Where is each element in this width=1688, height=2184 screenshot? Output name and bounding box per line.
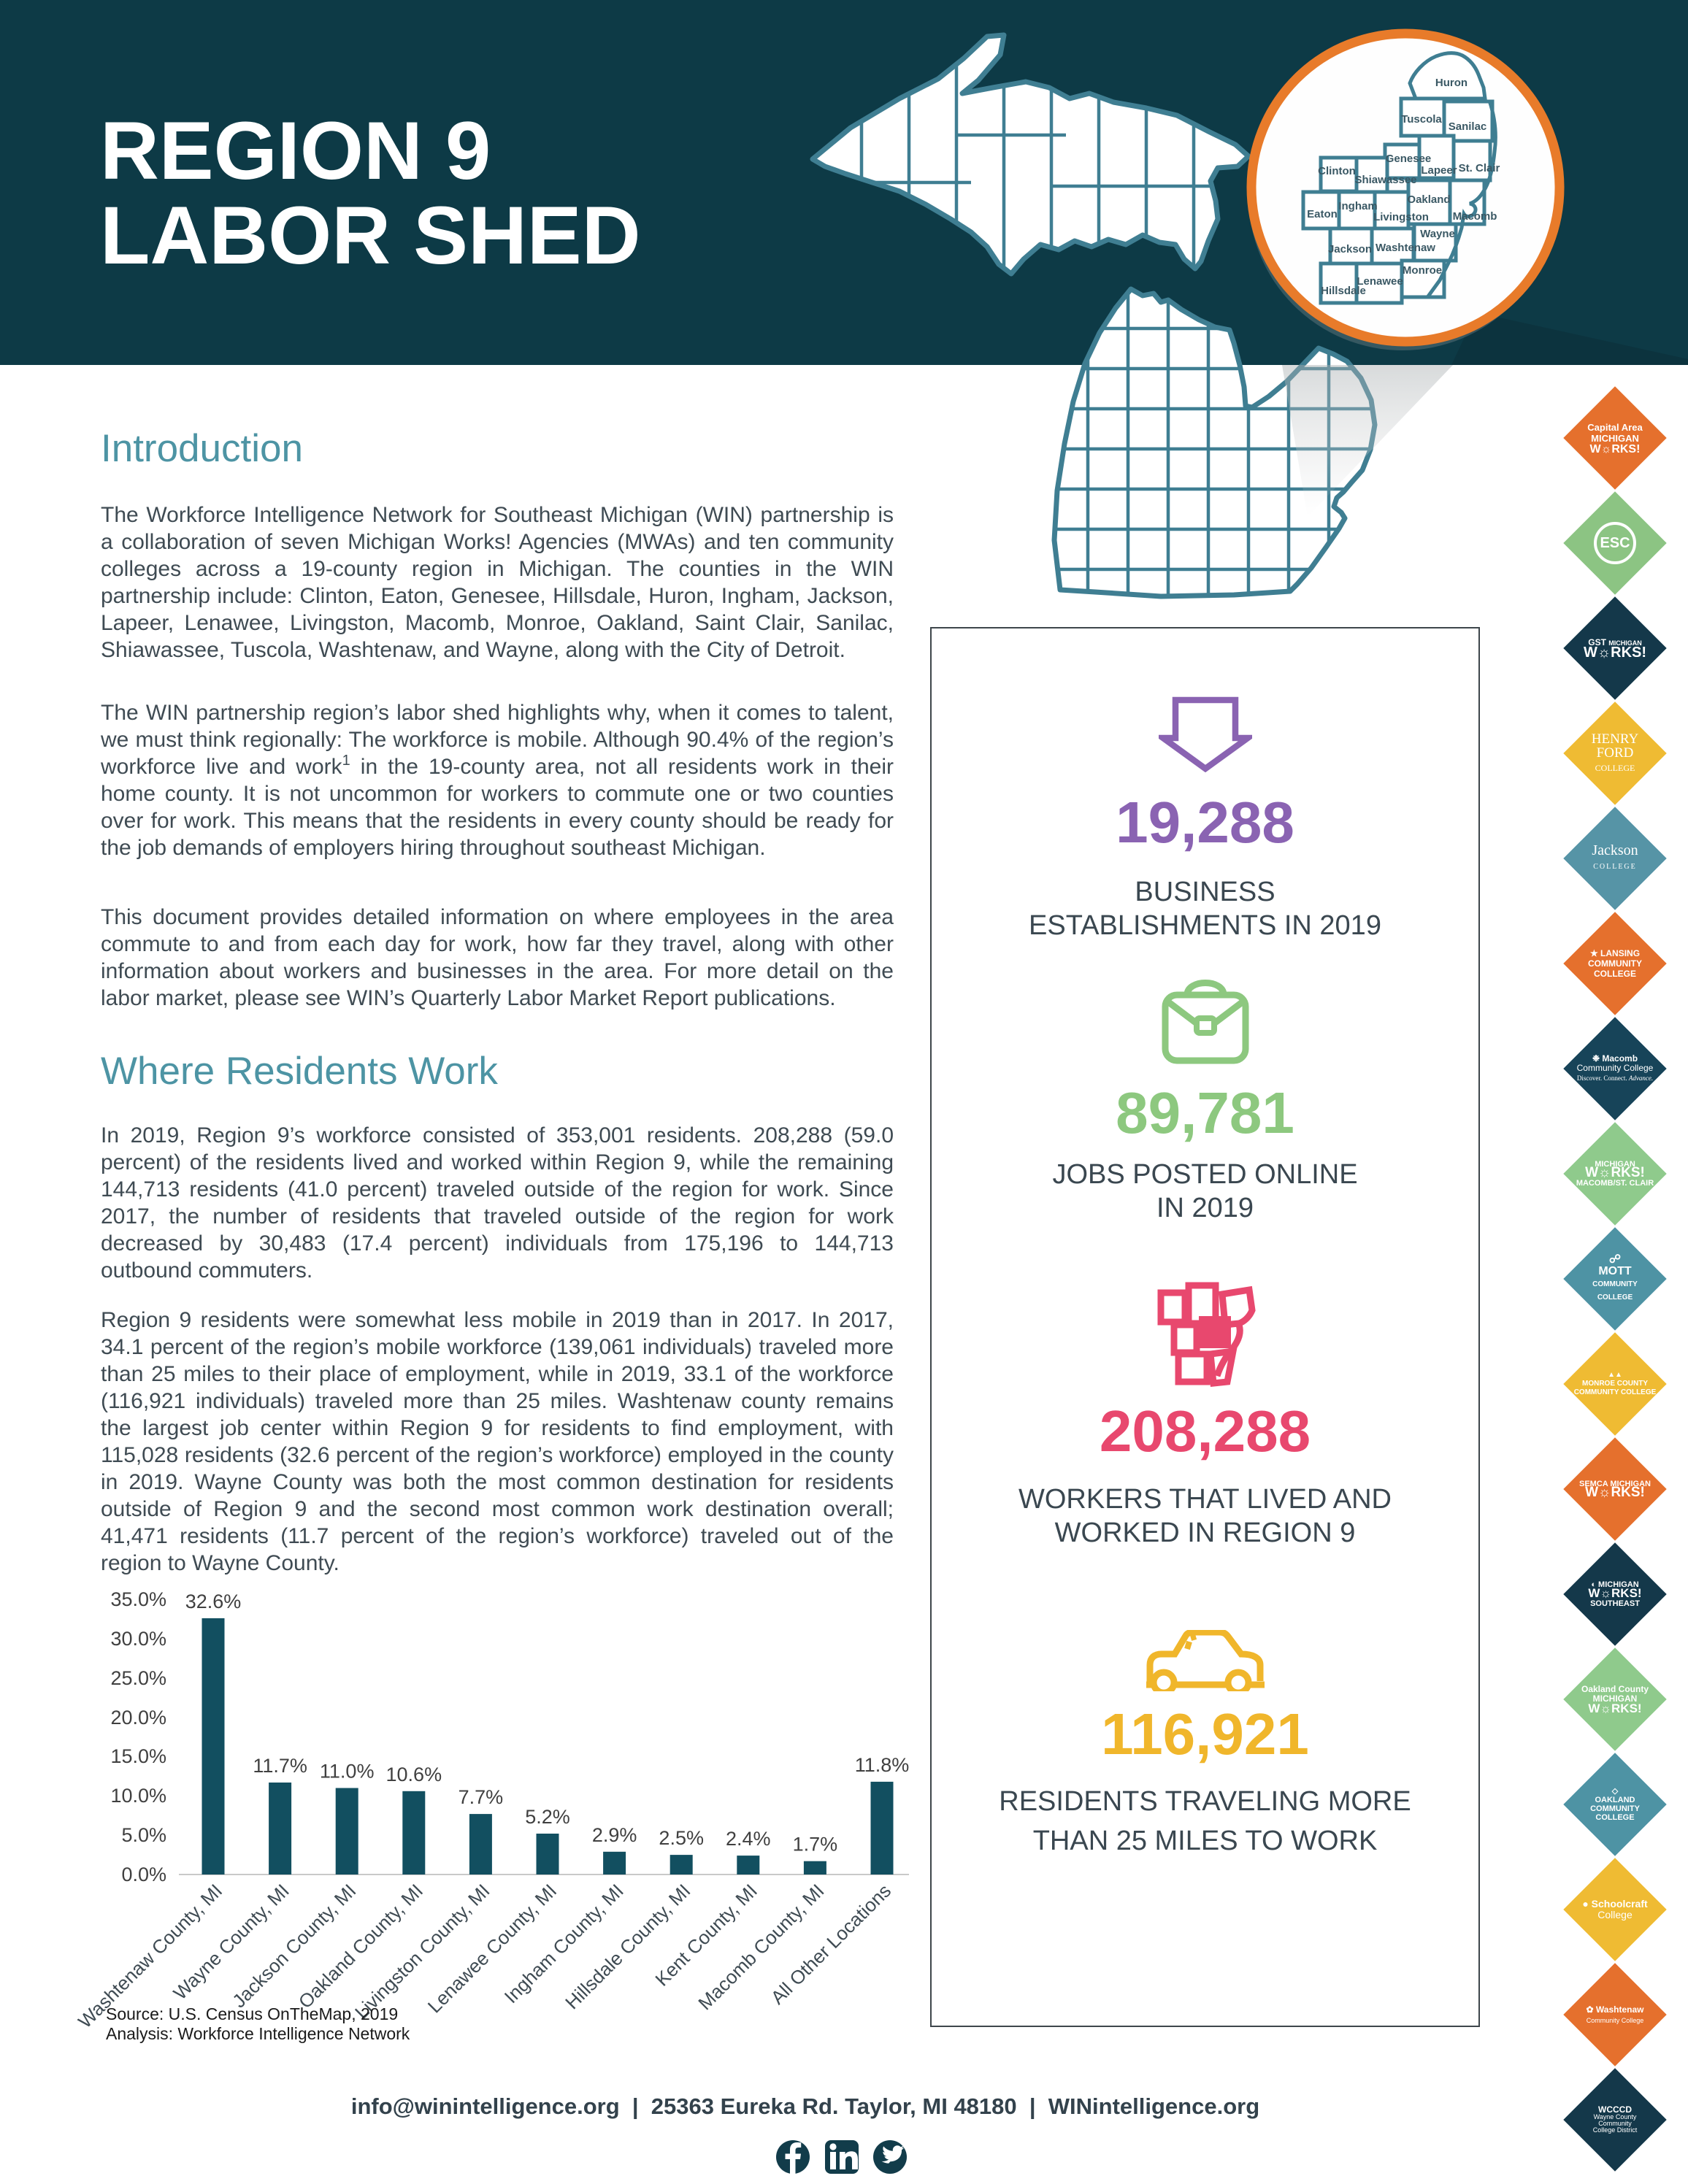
- svg-text:2.4%: 2.4%: [726, 1828, 771, 1850]
- svg-text:25.0%: 25.0%: [110, 1667, 166, 1689]
- svg-text:Sanilac: Sanilac: [1449, 120, 1487, 133]
- svg-text:11.0%: 11.0%: [320, 1761, 375, 1783]
- svg-text:Lenawee County, MI: Lenawee County, MI: [423, 1880, 561, 2017]
- svg-text:11.8%: 11.8%: [855, 1754, 910, 1776]
- svg-text:32.6%: 32.6%: [185, 1591, 242, 1612]
- svg-text:10.0%: 10.0%: [110, 1785, 166, 1807]
- svg-text:All Other Locations: All Other Locations: [767, 1880, 896, 2009]
- svg-text:Macomb County, MI: Macomb County, MI: [694, 1880, 828, 2014]
- svg-text:St. Clair: St. Clair: [1459, 162, 1500, 174]
- svg-text:Washtenaw: Washtenaw: [1376, 242, 1435, 254]
- svg-text:Genesee: Genesee: [1386, 153, 1432, 165]
- svg-text:Hillsdale: Hillsdale: [1321, 285, 1366, 297]
- svg-text:1.7%: 1.7%: [793, 1834, 838, 1856]
- svg-text:5.2%: 5.2%: [525, 1806, 570, 1828]
- svg-text:Macomb: Macomb: [1453, 210, 1497, 223]
- svg-text:Livingston County, MI: Livingston County, MI: [350, 1880, 494, 2023]
- svg-text:Clinton: Clinton: [1318, 165, 1356, 177]
- svg-text:Jackson County, MI: Jackson County, MI: [228, 1880, 360, 2012]
- svg-text:2.9%: 2.9%: [592, 1824, 637, 1846]
- svg-text:Livingston: Livingston: [1373, 211, 1429, 223]
- svg-text:Lapeer: Lapeer: [1421, 164, 1457, 177]
- svg-text:Hillsdale County, MI: Hillsdale County, MI: [561, 1880, 694, 2013]
- svg-text:Huron: Huron: [1435, 77, 1468, 89]
- svg-text:Tuscola: Tuscola: [1401, 113, 1442, 126]
- svg-text:35.0%: 35.0%: [110, 1588, 166, 1610]
- svg-text:10.6%: 10.6%: [386, 1764, 442, 1785]
- svg-text:Oakland County, MI: Oakland County, MI: [294, 1880, 427, 2012]
- svg-text:Wayne County, MI: Wayne County, MI: [169, 1880, 293, 2004]
- svg-text:Wayne: Wayne: [1420, 228, 1455, 240]
- svg-text:Ingham: Ingham: [1338, 200, 1377, 212]
- svg-text:Oakland: Oakland: [1407, 193, 1450, 206]
- svg-text:5.0%: 5.0%: [121, 1824, 166, 1846]
- svg-text:30.0%: 30.0%: [110, 1628, 166, 1650]
- svg-text:Monroe: Monroe: [1403, 264, 1442, 277]
- svg-text:Lenawee: Lenawee: [1357, 275, 1403, 288]
- svg-text:Eaton: Eaton: [1307, 208, 1338, 220]
- svg-text:11.7%: 11.7%: [253, 1755, 307, 1777]
- svg-text:Ingham County, MI: Ingham County, MI: [500, 1880, 628, 2007]
- svg-text:2.5%: 2.5%: [659, 1827, 704, 1849]
- svg-text:15.0%: 15.0%: [110, 1745, 166, 1767]
- svg-text:20.0%: 20.0%: [110, 1707, 166, 1729]
- svg-text:7.7%: 7.7%: [459, 1786, 504, 1808]
- svg-text:0.0%: 0.0%: [121, 1864, 166, 1885]
- svg-text:Jackson: Jackson: [1328, 243, 1372, 255]
- svg-text:Shiawassee: Shiawassee: [1354, 174, 1416, 186]
